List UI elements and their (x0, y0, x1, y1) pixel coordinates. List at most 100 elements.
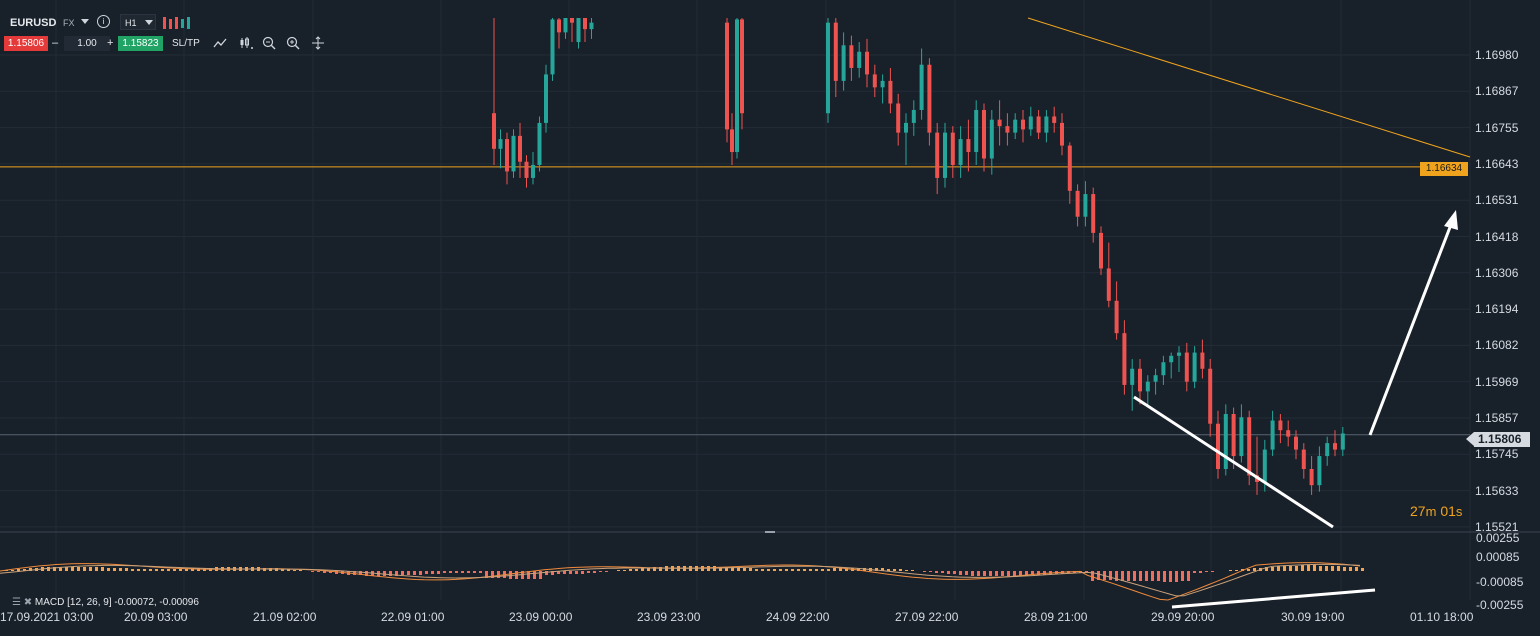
candle-body (1239, 417, 1244, 457)
time-tick-label: 28.09 21:00 (1024, 610, 1088, 624)
macd-histogram-bar (725, 567, 728, 571)
macd-histogram-bar (593, 571, 596, 573)
macd-histogram-bar (761, 569, 764, 571)
macd-histogram-bar (1013, 571, 1016, 576)
candle-body (537, 122, 542, 165)
indicator-settings-icon[interactable]: ☰ (12, 597, 21, 608)
macd-histogram-bar (365, 571, 368, 576)
buy-button[interactable]: 1.15823 (118, 36, 163, 51)
macd-histogram-bar (1283, 566, 1286, 571)
symbol-dropdown-icon[interactable] (81, 19, 89, 24)
macd-histogram-bar (941, 571, 944, 573)
candle-body (982, 109, 986, 159)
macd-tick-label: 0.00255 (1476, 531, 1520, 545)
line-chart-icon[interactable] (213, 36, 227, 50)
quantity-increase-button[interactable]: + (107, 37, 114, 49)
indicator-remove-icon[interactable]: ✖ (23, 597, 33, 608)
candle-body (872, 74, 877, 88)
candle-body (1278, 420, 1283, 431)
candle-body (550, 19, 555, 75)
price-tick-label: 1.15633 (1475, 483, 1519, 498)
macd-histogram-bar (1289, 566, 1292, 571)
info-icon[interactable]: i (97, 15, 110, 28)
candle-body (849, 45, 854, 68)
candle-body (927, 64, 932, 133)
macd-histogram-bar (629, 569, 632, 571)
macd-histogram-bar (575, 571, 578, 574)
candle-body (974, 109, 979, 153)
candle-body (492, 113, 496, 149)
macd-histogram-bar (977, 571, 980, 576)
candle-body (950, 132, 955, 165)
candle-body (1114, 300, 1119, 334)
sltp-button[interactable]: SL/TP (172, 38, 200, 49)
macd-histogram-bar (419, 571, 422, 575)
sell-button[interactable]: 1.15806 (4, 36, 48, 51)
macd-histogram-bar (1253, 568, 1256, 571)
macd-histogram-bar (299, 570, 302, 571)
macd-histogram-bar (1319, 566, 1322, 571)
macd-histogram-bar (1355, 567, 1358, 571)
price-tick-label: 1.15857 (1475, 411, 1519, 425)
macd-histogram-bar (1007, 571, 1010, 576)
candles-icon[interactable] (239, 36, 253, 50)
macd-histogram-bar (89, 567, 92, 571)
macd-histogram-bar (647, 568, 650, 571)
candle-body (896, 103, 901, 133)
crosshair-icon[interactable] (311, 36, 325, 50)
macd-histogram-bar (887, 569, 890, 571)
macd-histogram-bar (473, 571, 476, 573)
macd-histogram-bar (1109, 571, 1112, 580)
candle-body (833, 22, 838, 81)
quantity-decrease-button[interactable]: – (52, 37, 59, 49)
macd-histogram-bar (827, 569, 830, 571)
zoom-in-icon[interactable] (286, 36, 300, 50)
price-tick-label: 1.16980 (1475, 48, 1519, 62)
macd-histogram-bar (161, 569, 164, 571)
macd-histogram-bar (329, 571, 332, 573)
candle-body (1200, 352, 1205, 369)
quantity-field[interactable]: 1.00 (64, 36, 110, 51)
candle-body (531, 164, 535, 178)
macd-histogram-bar (149, 569, 152, 571)
price-tick-label: 1.15969 (1475, 374, 1519, 389)
zoom-out-icon[interactable] (262, 36, 276, 50)
macd-histogram-bar (119, 568, 122, 571)
macd-histogram-bar (995, 571, 998, 576)
symbol-name[interactable]: EURUSD (10, 17, 57, 29)
candle-body (911, 109, 916, 123)
macd-histogram-bar (557, 571, 560, 574)
candle-body (740, 19, 744, 114)
candle-body (498, 139, 503, 149)
candle-body (1286, 430, 1291, 437)
macd-histogram-bar (1037, 571, 1040, 575)
timeframe-dropdown-icon[interactable] (145, 20, 153, 25)
timeframe-select[interactable]: H1 (120, 14, 156, 30)
macd-histogram-bar (1169, 571, 1172, 582)
macd-histogram-bar (791, 569, 794, 571)
candle-body (904, 122, 908, 133)
horizontal-level-tag[interactable]: 1.16634 (1420, 162, 1468, 176)
macd-histogram-bar (989, 571, 992, 576)
candle-body (557, 19, 561, 33)
candle-body (1294, 436, 1298, 450)
macd-histogram-bar (587, 571, 590, 573)
macd-histogram-bar (797, 569, 800, 571)
market-label: FX (63, 18, 75, 28)
macd-histogram-bar (65, 567, 68, 571)
macd-histogram-bar (449, 571, 452, 573)
macd-histogram-bar (905, 570, 908, 571)
trend-line (1027, 17, 1471, 158)
candle-body (997, 119, 1002, 127)
macd-histogram-bar (605, 571, 608, 572)
candle-body (1122, 333, 1127, 385)
time-tick-label: 21.09 02:00 (253, 610, 317, 624)
macd-histogram-bar (311, 571, 314, 572)
macd-histogram-bar (407, 571, 410, 575)
macd-histogram-bar (29, 568, 32, 571)
macd-histogram-bar (1019, 571, 1022, 576)
annotation-arrow-head (1444, 210, 1458, 230)
current-price-tag: 1.15806 (1466, 432, 1530, 447)
macd-histogram-bar (1091, 571, 1094, 581)
